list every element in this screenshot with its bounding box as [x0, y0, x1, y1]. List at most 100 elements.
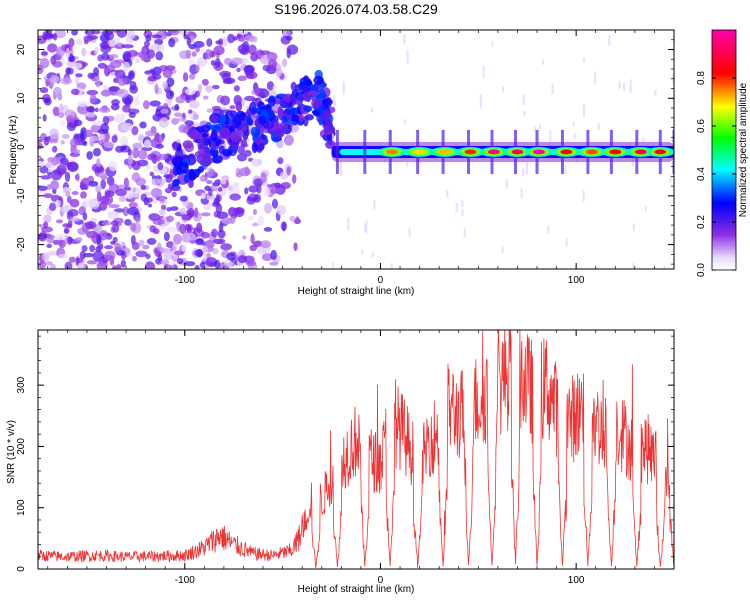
spectrogram-noise-blob: [205, 256, 217, 268]
spectrogram-streak: [597, 123, 600, 131]
spectrogram-tone-blob: [317, 89, 326, 100]
spectrogram-noise-blob: [116, 88, 129, 98]
spectrogram-noise-blob: [157, 253, 163, 263]
spectrogram-noise-blob: [38, 185, 48, 191]
spectrogram-noise-blob: [74, 75, 80, 86]
spectrogram-noise-blob: [158, 209, 165, 216]
spectrogram-noise-blob: [146, 49, 156, 59]
spectrogram-streak: [582, 104, 585, 118]
spectrogram-noise-blob: [52, 106, 60, 117]
spectrogram-noise-blob: [80, 191, 87, 199]
spectrogram-noise-blob: [124, 186, 132, 191]
spectrogram-streak: [340, 161, 343, 176]
spectrogram-noise-blob: [208, 169, 216, 176]
spectrogram-tone-blob: [307, 90, 319, 96]
spectrogram-tone-blob: [222, 149, 232, 157]
snr-y-tick-label: 200: [16, 438, 27, 455]
spectrogram-noise-blob: [183, 261, 196, 267]
spectrogram-noise-blob: [122, 61, 131, 72]
spectrogram-tone-blob: [285, 106, 296, 116]
spectrogram-noise-blob: [87, 72, 95, 79]
spectrogram-noise-blob: [86, 260, 98, 265]
spectrogram-noise-blob: [60, 140, 65, 145]
spectrogram-noise-blob: [46, 184, 52, 190]
spectrogram-streak: [632, 263, 635, 269]
spectrogram-streak: [522, 94, 525, 106]
spectrogram-tone-blob: [281, 116, 288, 124]
spectrogram-tone-blob: [200, 124, 211, 133]
spectrogram-noise-blob: [151, 34, 163, 39]
spectrogram-streak: [629, 79, 632, 93]
spectrogram-noise-blob: [194, 207, 199, 218]
spectrogram-noise-blob: [196, 248, 203, 258]
spectrogram-noise-blob: [69, 198, 80, 208]
spectrogram-noise-blob: [238, 30, 249, 35]
spectrogram-noise-blob: [215, 193, 220, 204]
spectrogram-noise-blob: [134, 217, 141, 223]
spectrogram-noise-blob: [266, 52, 278, 62]
spectrogram-noise-blob: [125, 179, 130, 189]
spectrogram-noise-blob: [229, 105, 236, 110]
spectrogram-noise-blob: [92, 250, 105, 262]
spectrogram-noise-blob: [261, 253, 273, 262]
spectrogram-noise-blob: [206, 38, 213, 47]
spectrogram-y-tick-label: 0: [16, 144, 27, 150]
spectrogram-streak: [565, 237, 568, 247]
spectrogram-noise-blob: [247, 44, 257, 56]
spectrogram-noise-blob: [97, 62, 108, 69]
spectrogram-streak: [623, 82, 626, 91]
spectrogram-tone-blob: [188, 170, 197, 181]
snr-x-tick-label: 0: [378, 575, 384, 586]
spectrogram-tone-blob: [189, 130, 201, 141]
spectrogram-noise-blob: [149, 100, 161, 107]
spectrogram-noise-blob: [181, 244, 187, 252]
spectrogram-tone-blob: [235, 101, 243, 112]
spectrogram-noise-blob: [224, 264, 229, 269]
spectrogram-noise-blob: [217, 229, 226, 239]
spectrogram-tone-blob: [233, 115, 245, 122]
snr-x-tick-label: 100: [568, 575, 585, 586]
spectrogram-tone-blob: [257, 101, 265, 111]
spectrogram-tone-blob: [176, 168, 187, 175]
spectrogram-noise-blob: [43, 33, 54, 40]
spectrogram-noise-blob: [173, 233, 182, 245]
spectrogram-streak: [582, 58, 585, 63]
spectrogram-noise-blob: [156, 242, 162, 252]
spectrogram-noise-blob: [89, 244, 96, 253]
spectrogram-noise-blob: [102, 115, 110, 126]
spectrogram-noise-blob: [195, 237, 204, 244]
spectrogram-noise-blob: [73, 62, 83, 69]
spectrogram-tone-blob: [210, 129, 218, 142]
spectrogram-noise-blob: [100, 89, 112, 97]
spectrogram-noise-blob: [274, 182, 281, 189]
spectrogram-noise-blob: [184, 120, 194, 126]
spectrogram-tone-blob: [250, 126, 261, 138]
spectrogram-noise-blob: [38, 189, 47, 195]
spectrogram-noise-blob: [252, 208, 258, 215]
spectrogram-streak: [608, 35, 611, 46]
spectrogram-noise-blob: [77, 100, 88, 107]
spectrogram-noise-blob: [122, 206, 129, 217]
narrowband-peak: [634, 149, 647, 155]
spectrogram-noise-blob: [115, 188, 127, 197]
spectrogram-noise-blob: [82, 212, 88, 221]
spectrogram-noise-blob: [86, 150, 93, 160]
spectrogram-streak: [541, 59, 544, 65]
spectrogram-tone-blob: [188, 153, 195, 159]
spectrogram-noise-blob: [275, 67, 283, 77]
spectrogram-streak: [408, 227, 411, 237]
spectrogram-streak: [347, 217, 350, 230]
spectrogram-noise-blob: [247, 215, 255, 221]
spectrogram-noise-blob: [179, 195, 188, 202]
spectrogram-noise-blob: [103, 141, 115, 149]
spectrogram-tone-blob: [323, 125, 332, 133]
narrowband-peak: [511, 149, 524, 155]
spectrogram-noise-blob: [169, 168, 174, 180]
spectrogram-noise-blob: [72, 149, 81, 155]
spectrogram-noise-blob: [146, 197, 153, 203]
spectrogram-noise-blob: [263, 202, 273, 214]
spectrogram-tone-blob: [197, 165, 205, 173]
spectrogram-noise-blob: [91, 30, 101, 35]
spectrogram-noise-blob: [127, 154, 133, 165]
spectrogram-noise-blob: [145, 34, 152, 42]
